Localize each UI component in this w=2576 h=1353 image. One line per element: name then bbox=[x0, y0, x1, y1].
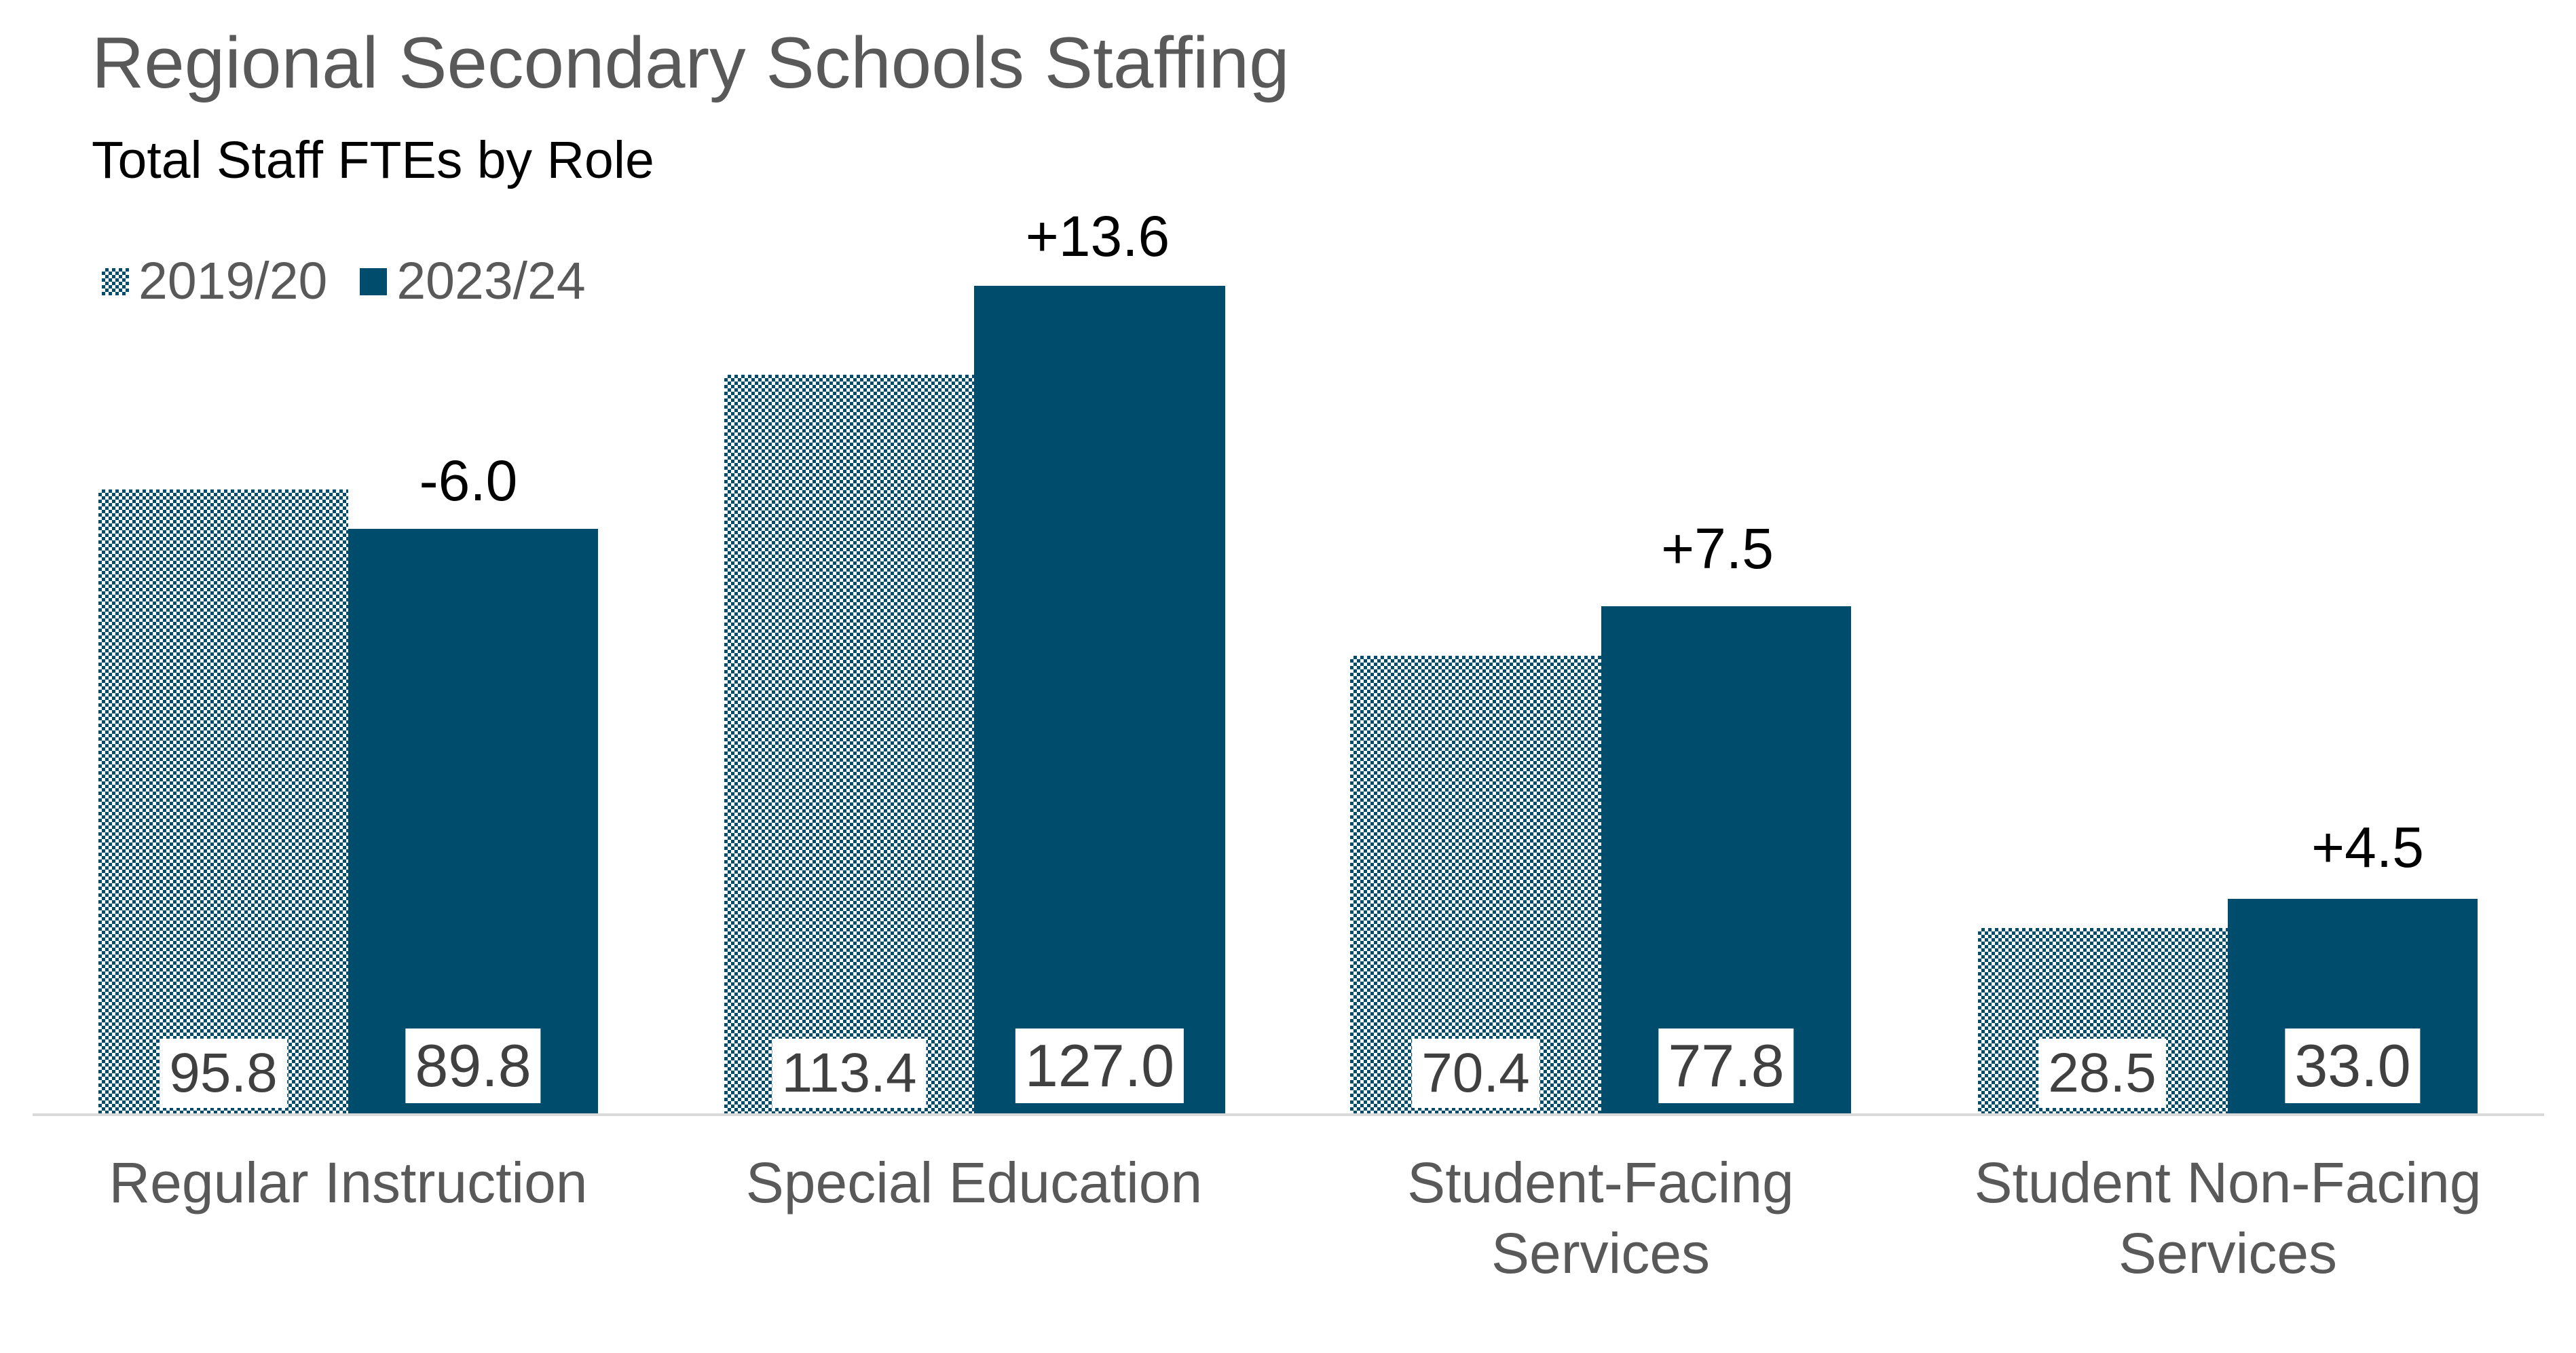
value-label: 28.5 bbox=[2038, 1039, 2166, 1108]
category-line: Services bbox=[1491, 1221, 1711, 1285]
value-label: 77.8 bbox=[1658, 1028, 1794, 1103]
legend-item-2019: 2019/20 bbox=[102, 251, 327, 312]
value-label: 127.0 bbox=[1015, 1028, 1184, 1103]
delta-label: +4.5 bbox=[2311, 815, 2424, 879]
category-label: Regular Instruction bbox=[109, 1147, 587, 1218]
value-label: 89.8 bbox=[405, 1028, 541, 1103]
category-label: Student Non-Facing Services bbox=[1974, 1147, 2481, 1289]
delta-label: +7.5 bbox=[1661, 517, 1774, 580]
bar-2023-special-education bbox=[974, 286, 1225, 1114]
value-label: 113.4 bbox=[772, 1039, 927, 1108]
x-axis-line bbox=[33, 1113, 2544, 1116]
chart-subtitle: Total Staff FTEs by Role bbox=[92, 131, 654, 189]
legend-label: 2019/20 bbox=[138, 252, 328, 310]
category-label: Student-Facing Services bbox=[1407, 1147, 1794, 1289]
category-line: Student-Facing bbox=[1407, 1151, 1794, 1215]
chart-title: Regional Secondary Schools Staffing bbox=[92, 22, 1290, 103]
category-line: Regular Instruction bbox=[109, 1151, 588, 1215]
bar-2019-regular-instruction bbox=[98, 489, 348, 1114]
value-label: 70.4 bbox=[1412, 1039, 1539, 1108]
value-label: 95.8 bbox=[160, 1039, 287, 1108]
category-label: Special Education bbox=[746, 1147, 1202, 1218]
category-line: Special Education bbox=[745, 1151, 1203, 1215]
legend-label: 2023/24 bbox=[396, 252, 586, 310]
bar-2023-regular-instruction bbox=[348, 529, 598, 1114]
legend-swatch-pattern-icon bbox=[102, 267, 129, 295]
legend: 2019/20 2023/24 bbox=[102, 251, 618, 312]
category-line: Student Non-Facing bbox=[1974, 1151, 2482, 1215]
legend-swatch-solid-icon bbox=[360, 267, 388, 295]
bar-2019-special-education bbox=[724, 375, 974, 1114]
delta-label: -6.0 bbox=[419, 449, 518, 513]
category-line: Services bbox=[2118, 1221, 2338, 1285]
bar-2019-student-facing bbox=[1350, 656, 1601, 1114]
legend-item-2023: 2023/24 bbox=[360, 251, 586, 312]
value-label: 33.0 bbox=[2285, 1028, 2421, 1103]
delta-label: +13.6 bbox=[1025, 204, 1170, 268]
